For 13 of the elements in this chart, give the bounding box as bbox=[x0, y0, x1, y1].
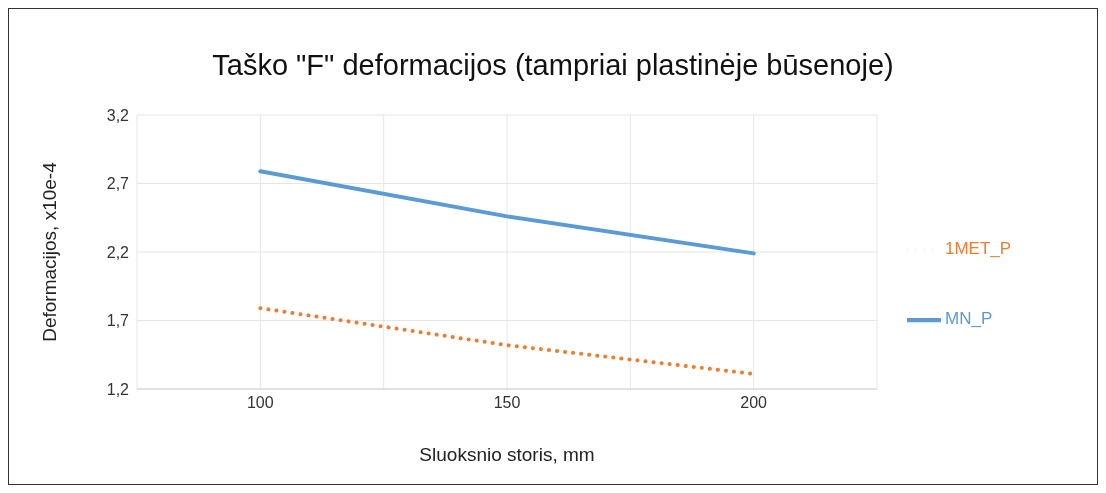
x-axis-title: Sluoksnio storis, mm bbox=[419, 444, 595, 465]
y-tick-label: 1,7 bbox=[106, 312, 130, 330]
x-tick-label: 100 bbox=[246, 394, 274, 412]
chart-title: Taško "F" deformacijos (tampriai plastinėje būsenoje) bbox=[211, 48, 895, 83]
x-tick-label: 200 bbox=[740, 394, 768, 412]
x-tick-label: 150 bbox=[493, 394, 521, 412]
y-axis-title: Deformacijos, x10e-4 bbox=[38, 161, 60, 342]
legend-label: 1MET_P bbox=[945, 239, 1012, 258]
legend-label: MN_P bbox=[945, 309, 993, 328]
y-tick-label: 2,2 bbox=[106, 243, 130, 261]
y-tick-label: 2,7 bbox=[106, 175, 130, 193]
y-tick-label: 1,2 bbox=[106, 380, 130, 398]
y-tick-label: 3,2 bbox=[106, 106, 130, 124]
